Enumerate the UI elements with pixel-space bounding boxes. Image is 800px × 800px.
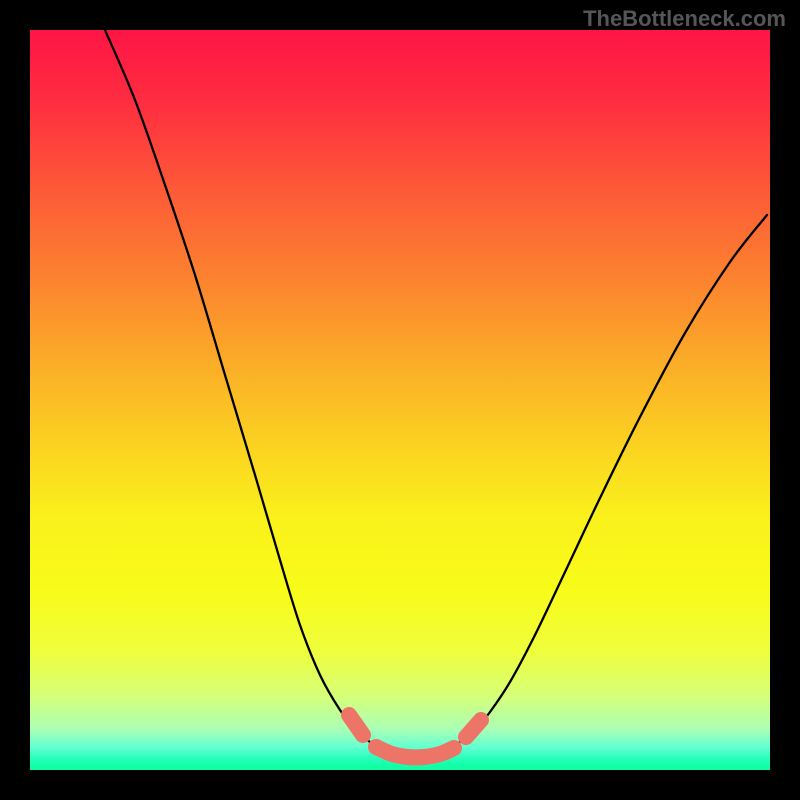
heatmap-background: [30, 30, 770, 770]
watermark-text: TheBottleneck.com: [583, 6, 786, 32]
sweet-spot-segment-2: [466, 720, 481, 737]
bottleneck-chart: [0, 0, 800, 800]
